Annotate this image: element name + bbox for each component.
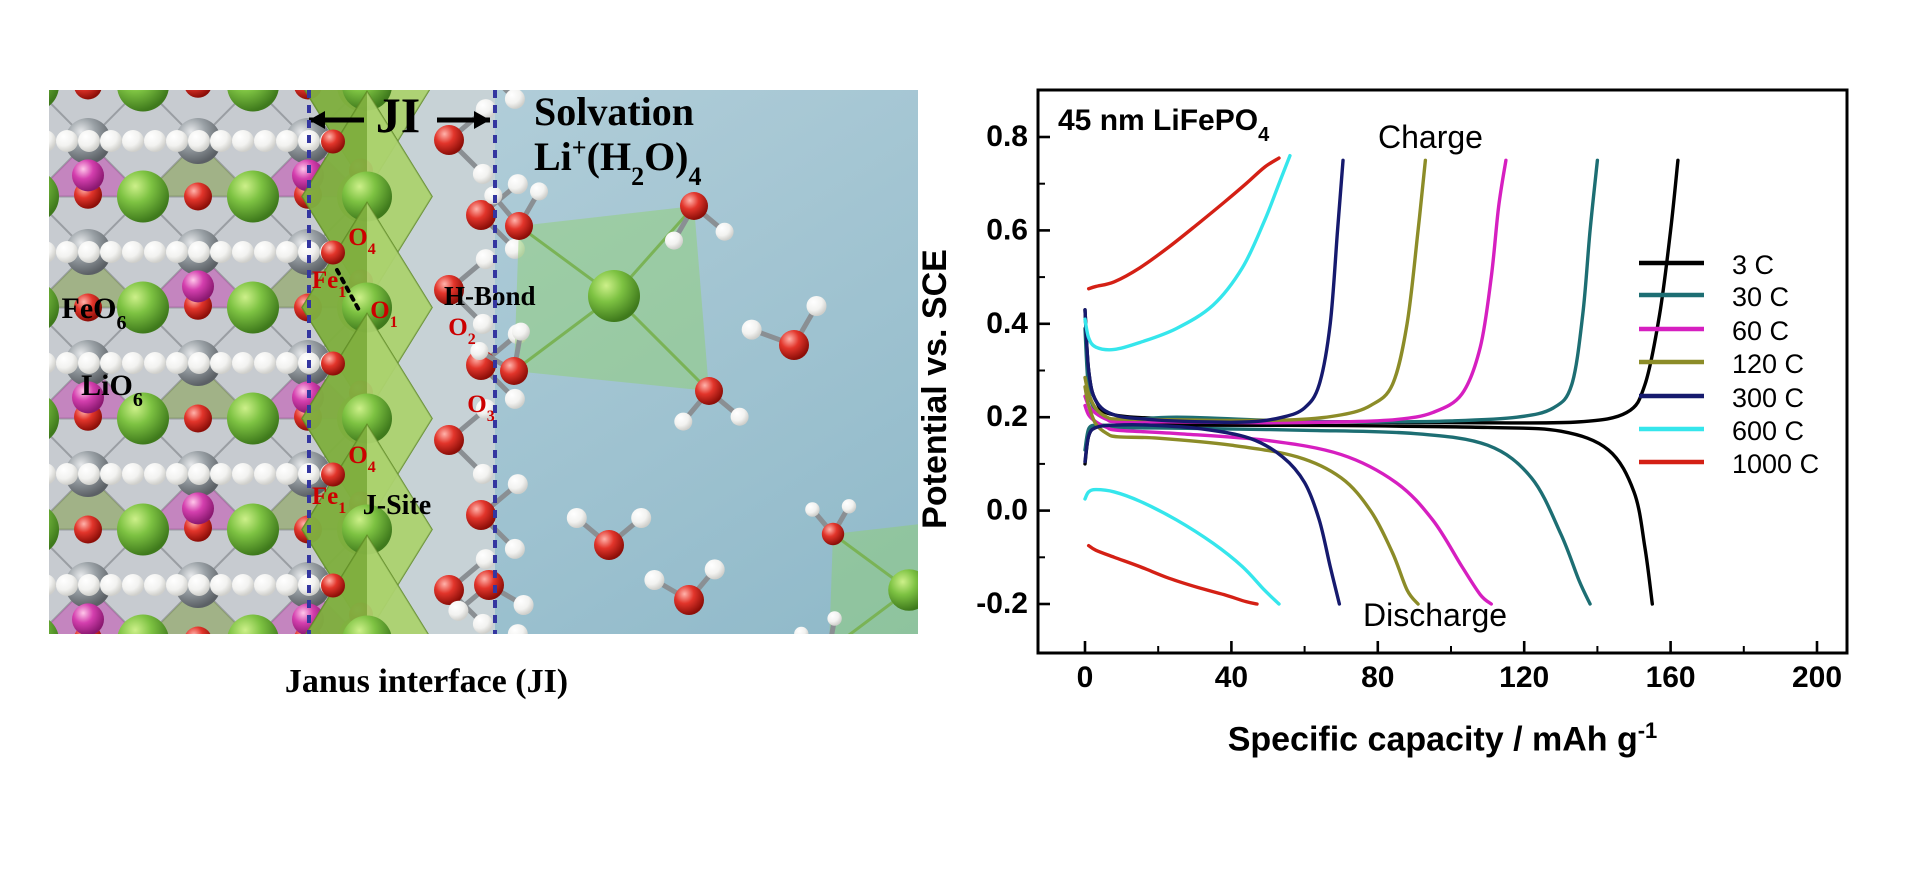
svg-text:Discharge: Discharge <box>1363 597 1507 633</box>
svg-text:80: 80 <box>1361 661 1394 694</box>
svg-text:200: 200 <box>1792 661 1842 694</box>
svg-text:3 C: 3 C <box>1732 250 1774 280</box>
svg-text:JI: JI <box>376 90 420 143</box>
svg-text:40: 40 <box>1215 661 1248 694</box>
svg-text:H-Bond: H-Bond <box>444 281 536 311</box>
svg-text:0.2: 0.2 <box>986 400 1028 433</box>
svg-text:Charge: Charge <box>1378 119 1483 155</box>
svg-text:30 C: 30 C <box>1732 282 1789 312</box>
svg-text:60 C: 60 C <box>1732 316 1789 346</box>
svg-text:600 C: 600 C <box>1732 416 1804 446</box>
svg-text:0.0: 0.0 <box>986 494 1028 527</box>
svg-text:0.6: 0.6 <box>986 213 1028 246</box>
svg-text:160: 160 <box>1646 661 1696 694</box>
svg-text:J-Site: J-Site <box>363 490 431 521</box>
svg-text:0.4: 0.4 <box>986 307 1028 340</box>
svg-text:Solvation: Solvation <box>534 90 694 134</box>
svg-text:300 C: 300 C <box>1732 383 1804 413</box>
svg-text:120 C: 120 C <box>1732 349 1804 379</box>
svg-text:120: 120 <box>1499 661 1549 694</box>
svg-text:-0.2: -0.2 <box>976 587 1028 620</box>
svg-text:1000 C: 1000 C <box>1732 449 1819 479</box>
svg-text:0.8: 0.8 <box>986 120 1028 153</box>
svg-text:0: 0 <box>1077 661 1094 694</box>
